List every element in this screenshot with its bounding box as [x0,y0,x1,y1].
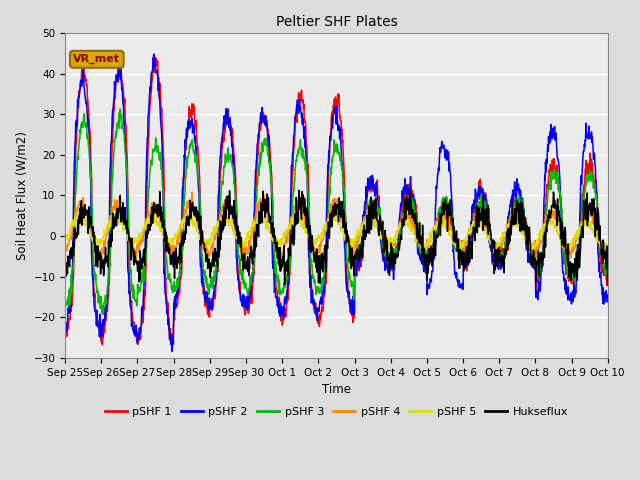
Line: pSHF 1: pSHF 1 [65,58,608,345]
pSHF 2 [492,259,500,265]
pSHF 4 [540,222,548,228]
pSHF 2 [183,125,191,131]
pSHF 2 [168,348,176,354]
pSHF 4 [61,249,69,254]
pSHF 2 [604,292,612,298]
pSHF 2 [170,341,177,347]
pSHF 2 [540,195,548,201]
pSHF 4 [182,211,189,217]
X-axis label: Time: Time [322,383,351,396]
pSHF 5 [169,241,177,247]
pSHF 1 [243,305,251,311]
pSHF 4 [421,243,429,249]
pSHF 3 [243,288,251,293]
pSHF 4 [604,250,612,256]
pSHF 5 [243,230,251,236]
pSHF 3 [116,106,124,112]
pSHF 4 [243,249,251,255]
pSHF 4 [169,241,177,247]
Line: pSHF 2: pSHF 2 [65,54,608,351]
pSHF 5 [604,244,612,250]
pSHF 3 [604,272,612,277]
Legend: pSHF 1, pSHF 2, pSHF 3, pSHF 4, pSHF 5, Hukseflux: pSHF 1, pSHF 2, pSHF 3, pSHF 4, pSHF 5, … [100,402,573,421]
pSHF 3 [183,160,191,166]
pSHF 3 [170,282,177,288]
pSHF 3 [421,254,429,260]
Hukseflux [61,268,69,274]
pSHF 3 [492,249,500,254]
pSHF 5 [182,218,190,224]
pSHF 2 [421,260,429,266]
pSHF 5 [61,238,69,243]
Text: VR_met: VR_met [74,54,120,64]
Line: Hukseflux: Hukseflux [65,189,608,285]
Title: Peltier SHF Plates: Peltier SHF Plates [276,15,397,29]
Hukseflux [169,251,177,256]
pSHF 4 [278,258,286,264]
Y-axis label: Soil Heat Flux (W/m2): Soil Heat Flux (W/m2) [15,131,28,260]
Line: pSHF 5: pSHF 5 [65,212,608,251]
pSHF 2 [61,325,69,331]
Hukseflux [604,282,612,288]
pSHF 1 [492,258,500,264]
pSHF 3 [99,312,107,317]
Line: pSHF 4: pSHF 4 [65,192,608,261]
Hukseflux [182,220,189,226]
Line: pSHF 3: pSHF 3 [65,109,608,314]
pSHF 2 [150,51,158,57]
pSHF 1 [421,256,429,262]
pSHF 4 [492,242,500,248]
pSHF 2 [243,308,251,313]
pSHF 3 [540,245,548,251]
pSHF 4 [188,189,196,195]
pSHF 5 [492,245,500,251]
pSHF 5 [112,209,120,215]
Hukseflux [406,186,413,192]
pSHF 3 [61,300,69,306]
pSHF 1 [61,331,69,336]
pSHF 1 [540,245,548,251]
pSHF 1 [604,281,612,287]
pSHF 1 [183,127,191,132]
pSHF 5 [490,248,498,253]
pSHF 1 [150,55,157,61]
pSHF 5 [421,242,429,248]
Hukseflux [540,243,547,249]
pSHF 1 [170,330,177,336]
pSHF 5 [540,222,548,228]
Hukseflux [243,264,250,270]
Hukseflux [421,253,429,259]
pSHF 1 [99,342,106,348]
Hukseflux [492,252,500,257]
